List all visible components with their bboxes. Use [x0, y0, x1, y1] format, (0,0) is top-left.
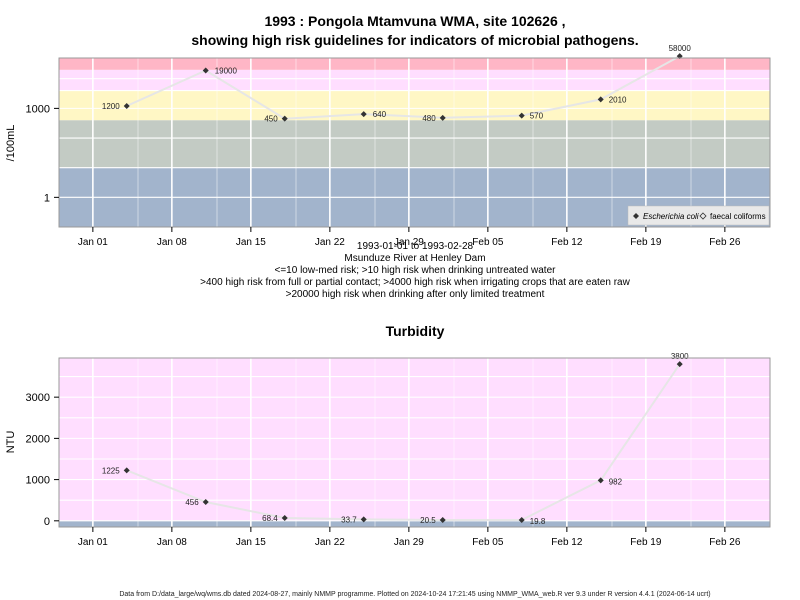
chart1-legend: Escherichia coli faecal coliforms [627, 205, 770, 226]
chart1-guideline-2: >400 high risk from full or partial cont… [200, 277, 630, 288]
chart2-data-point [281, 514, 288, 521]
chart1-data-point [518, 112, 525, 119]
chart2-xtick-label: Jan 08 [157, 537, 187, 548]
chart2-data-point [202, 499, 209, 506]
chart2-data-label: 3800 [671, 352, 689, 361]
chart1-data-point [281, 115, 288, 122]
chart1-data-point [597, 96, 604, 103]
chart2-data-label: 1225 [102, 466, 120, 475]
chart1-band [59, 69, 770, 91]
chart2-data-label: 33.7 [341, 515, 357, 524]
chart2-data-point [360, 516, 367, 523]
chart2-band [59, 520, 770, 527]
chart2-xtick-label: Jan 22 [315, 537, 345, 548]
chart1-grid [59, 58, 770, 227]
chart2-xtick-label: Feb 26 [709, 537, 741, 548]
chart1-bands [59, 58, 770, 227]
chart1-title: 1993 : Pongola Mtamvuna WMA, site 102626… [264, 13, 565, 29]
chart2-grid [59, 358, 770, 527]
chart1-xtick-label: Jan 08 [157, 237, 187, 248]
chart1-xtick-label: Feb 05 [472, 237, 504, 248]
chart2-ytick-label: 1000 [26, 475, 50, 487]
chart2-xtick-label: Feb 19 [630, 537, 662, 548]
footer-note: Data from D:/data_large/wq/wms.db dated … [119, 591, 710, 598]
chart1-date-range: 1993-01-01 to 1993-02-28 [357, 241, 474, 252]
chart1-band [59, 58, 770, 70]
legend-faecal-label: faecal coliforms [710, 212, 766, 221]
chart2-ylabel: NTU [5, 431, 17, 454]
chart1-data-point [439, 114, 446, 121]
chart2-plot-frame [58, 357, 771, 528]
chart1-data-label: 480 [422, 114, 436, 123]
chart2-xtick-label: Jan 01 [78, 537, 108, 548]
chart1-data-point [123, 103, 130, 110]
chart1-guideline-3: >20000 high risk when drinking after onl… [286, 289, 545, 300]
chart2-data-label: 456 [185, 498, 199, 507]
chart1-xtick-label: Jan 29 [394, 237, 424, 248]
chart1-band [59, 90, 770, 121]
chart2-band [59, 358, 770, 521]
chart1-plot: 1200 19000 450 640 480 570 2010 58000 [102, 44, 691, 124]
chart1-site-name: Msunduze River at Henley Dam [344, 253, 485, 264]
chart2-data-label: 982 [609, 477, 623, 486]
chart2-xtick-label: Feb 05 [472, 537, 504, 548]
legend-ecoli-label: Escherichia coli [643, 212, 699, 221]
chart1-data-point [202, 67, 209, 74]
chart1-plot-frame [58, 57, 771, 228]
chart1-xtick-label: Jan 22 [315, 237, 345, 248]
chart1-data-label: 640 [373, 110, 387, 119]
chart2-xtick-label: Jan 29 [394, 537, 424, 548]
chart1-guideline-1: <=10 low-med risk; >10 high risk when dr… [275, 265, 557, 276]
chart1-xtick-label: Jan 01 [78, 237, 108, 248]
chart2-data-point [676, 361, 683, 368]
chart1-ylabel: /100mL [5, 125, 17, 162]
legend-box [627, 205, 770, 226]
chart2-xtick-label: Jan 15 [236, 537, 266, 548]
chart2-data-point [439, 516, 446, 523]
chart1-data-point [360, 111, 367, 118]
chart1-series-line [126, 55, 681, 120]
legend-ecoli-marker [633, 213, 639, 219]
chart1-data-label: 570 [530, 112, 544, 121]
chart1-data-label: 2010 [609, 95, 627, 104]
chart1-data-label: 450 [264, 115, 278, 124]
chart1-ytick-label: 1000 [26, 103, 50, 115]
chart1-xtick-label: Jan 15 [236, 237, 266, 248]
chart2-ytick-label: 2000 [26, 433, 50, 445]
legend-faecal-marker [699, 212, 707, 220]
chart2-data-point [597, 477, 604, 484]
chart2-plot: 1225 456 68.4 33.7 20.5 19.8 982 3800 [102, 352, 689, 526]
chart2-data-label: 20.5 [420, 516, 436, 525]
chart2-data-label: 68.4 [262, 514, 278, 523]
chart2-data-point [123, 467, 130, 474]
chart1-xtick-label: Feb 12 [551, 237, 583, 248]
chart2-xtick-label: Feb 12 [551, 537, 583, 548]
chart2-axes: Jan 01 Jan 08 Jan 15 Jan 22 Jan 29 Feb 05 Feb … [26, 392, 741, 548]
chart2-data-point [518, 517, 525, 524]
chart2-ytick-label: 3000 [26, 392, 50, 404]
chart1-data-label: 58000 [669, 44, 692, 53]
chart1-xtick-label: Feb 26 [709, 237, 741, 248]
chart2-series-line [126, 363, 681, 521]
chart1-ytick-label: 1 [44, 192, 50, 204]
chart2-title: Turbidity [386, 323, 445, 339]
chart2-data-label: 19.8 [530, 517, 546, 526]
chart1-axes: Jan 01 Jan 08 Jan 15 Jan 22 Jan 29 Feb 05 Feb … [26, 103, 741, 248]
chart1-data-label: 1200 [102, 102, 120, 111]
chart1-band [59, 120, 770, 168]
chart2-bands [59, 358, 770, 527]
chart1-xtick-label: Feb 19 [630, 237, 662, 248]
chart2-ytick-label: 0 [44, 516, 50, 528]
chart1-data-label: 19000 [215, 66, 238, 75]
chart1-subtitle: showing high risk guidelines for indicat… [191, 32, 638, 48]
